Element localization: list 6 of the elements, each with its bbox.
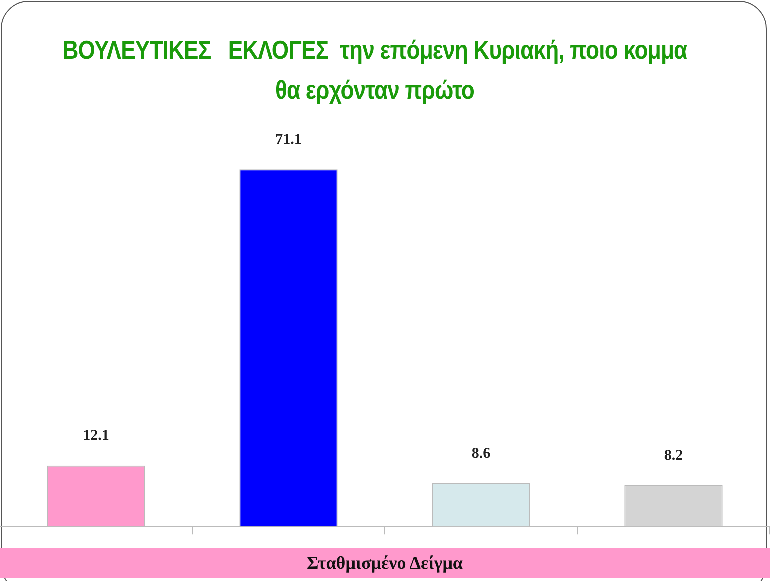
text: Σταθμισμένο Δείγμα [0, 548, 770, 578]
data-label: 8.2 [664, 448, 684, 464]
data-label: 12.1 [83, 428, 110, 444]
data-label: 8.6 [472, 446, 492, 462]
chart-title: ΒΟΥΛΕΥΤΙΚΕΣ ΕΚΛΟΓΕΣ την επόμενη Κυριακή, ποιο κομμα θα ερχόνταν πρώτο [62, 34, 688, 107]
data-label: 71.1 [276, 132, 302, 148]
